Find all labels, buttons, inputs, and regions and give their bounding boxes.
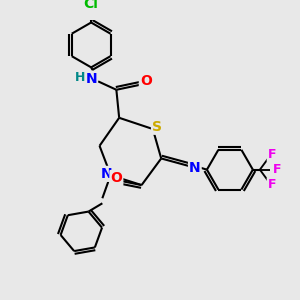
Text: N: N: [189, 161, 201, 175]
Text: Cl: Cl: [84, 0, 99, 11]
Text: O: O: [110, 171, 122, 185]
Text: N: N: [101, 167, 112, 181]
Text: O: O: [140, 74, 152, 88]
Text: F: F: [268, 178, 276, 191]
Text: N: N: [85, 72, 97, 86]
Text: H: H: [75, 71, 85, 84]
Text: S: S: [152, 120, 162, 134]
Text: F: F: [268, 148, 276, 161]
Text: F: F: [273, 163, 281, 176]
